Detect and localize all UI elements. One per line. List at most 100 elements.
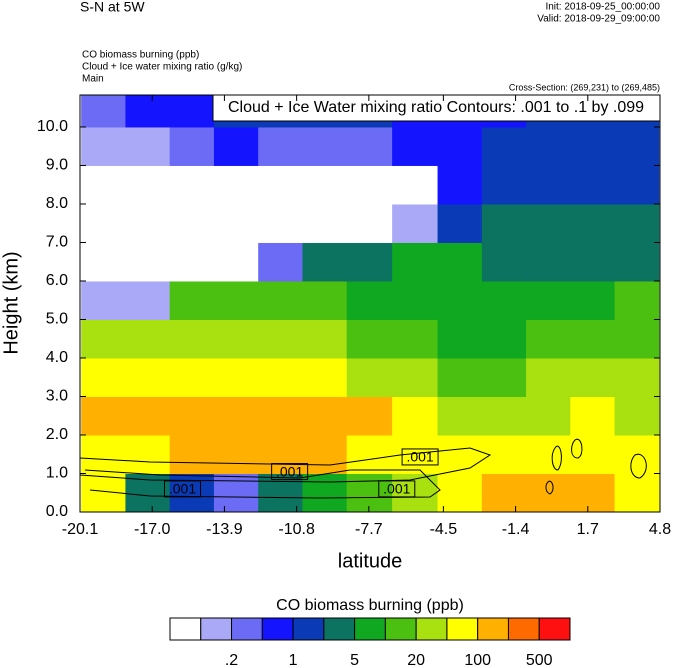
field-cell <box>81 242 126 282</box>
field-cell <box>169 242 215 282</box>
field-cell <box>392 396 439 436</box>
plot-frame <box>79 94 661 513</box>
field-cell <box>258 319 303 359</box>
colorbar-tick-label: 100 <box>464 652 491 668</box>
field-cell <box>125 357 171 397</box>
field-cell <box>169 280 215 320</box>
field-cell <box>346 280 393 320</box>
field-cell <box>213 319 259 359</box>
y-axis-label: Height (km) <box>0 251 22 354</box>
field-cell <box>169 396 215 436</box>
field-cell <box>392 242 439 282</box>
y-tick-label: 10.0 <box>37 118 68 135</box>
field-cell <box>437 357 483 397</box>
field-cell <box>346 319 393 359</box>
field-cell <box>346 242 393 282</box>
field-cell <box>392 126 439 166</box>
field-cell <box>346 357 393 397</box>
field-cell <box>125 396 171 436</box>
field-cell <box>169 319 215 359</box>
contour-lines <box>80 438 647 499</box>
x-tick-label: -7.7 <box>355 521 383 538</box>
field-cell <box>570 319 616 359</box>
field-cell <box>481 319 527 359</box>
field-cell <box>81 165 126 205</box>
y-tick-label: 3.0 <box>46 388 68 405</box>
field-cell <box>614 357 660 397</box>
field-cell <box>213 357 259 397</box>
field-cell <box>125 165 171 205</box>
field-cell <box>614 203 660 243</box>
colorbar-box <box>169 617 202 641</box>
field-cell <box>81 396 126 436</box>
contour-label-box <box>378 480 416 498</box>
colorbar-tick-label: .2 <box>225 652 238 668</box>
field-cell <box>125 203 171 243</box>
y-tick-label: 7.0 <box>46 234 68 251</box>
x-tick-label: -1.4 <box>502 521 530 538</box>
field-cell <box>346 126 393 166</box>
domain-name: Main <box>82 74 104 85</box>
field-cell <box>570 203 616 243</box>
field-cell <box>614 126 660 166</box>
field-cell <box>437 280 483 320</box>
y-tick-label: 8.0 <box>46 195 68 212</box>
field-cell <box>302 203 348 243</box>
field-cell <box>570 165 616 205</box>
cross-section: Cross-Section: (269,231) to (269,485) <box>509 82 660 92</box>
field-cell <box>258 434 303 474</box>
y-tick-label: 4.0 <box>46 349 68 366</box>
field-cell <box>570 126 616 166</box>
field-cell <box>481 280 527 320</box>
field-cell <box>570 242 616 282</box>
y-tick-label: 9.0 <box>46 157 68 174</box>
field-cell <box>526 357 571 397</box>
field-cell <box>81 319 126 359</box>
field-cell <box>346 434 393 474</box>
x-tick-label: 1.7 <box>577 521 599 538</box>
field-cell <box>614 473 660 512</box>
field-cell <box>526 434 571 474</box>
field-cell <box>258 165 303 205</box>
field-cell <box>526 280 571 320</box>
field-cell <box>81 434 126 474</box>
colorbar-box <box>354 617 386 641</box>
colorbar-box <box>446 617 479 641</box>
field-cell <box>570 280 616 320</box>
field-cell <box>526 319 571 359</box>
field-cell <box>213 473 259 512</box>
colorbar-box <box>415 617 448 641</box>
field-cell <box>570 434 616 474</box>
x-tick-label: -17.0 <box>134 521 171 538</box>
field-cell <box>169 95 215 128</box>
chart-title: S-N at 5W <box>80 0 145 15</box>
contour-line <box>571 438 583 459</box>
x-tick-label: -4.5 <box>430 521 458 538</box>
contour-line <box>84 469 441 499</box>
field-cell <box>125 280 171 320</box>
init-time: Init: 2018-09-25_00:00:00 <box>545 2 660 13</box>
contour-label: .001 <box>169 481 196 497</box>
colorbar-tick-label: 20 <box>407 652 425 668</box>
colorbar-box <box>384 617 417 641</box>
field-cell <box>437 126 483 166</box>
field-cell <box>125 95 171 128</box>
field-cell <box>125 319 171 359</box>
field-cell <box>392 434 439 474</box>
contour-label-box <box>271 463 309 481</box>
field-cell <box>346 473 393 512</box>
field-cell <box>125 242 171 282</box>
field-cell <box>258 242 303 282</box>
field-cell <box>392 319 439 359</box>
contour-label-box <box>401 448 439 466</box>
field-cell <box>526 242 571 282</box>
field-cell <box>437 203 483 243</box>
colorbar-tick-label: 5 <box>350 652 359 668</box>
field-cell <box>302 473 348 512</box>
field-cell <box>258 203 303 243</box>
contour-label-box <box>163 480 201 498</box>
field-cell <box>302 319 348 359</box>
contour-label: .001 <box>406 449 433 465</box>
field-title: CO biomass burning (ppb) <box>82 50 199 61</box>
field-cell <box>213 280 259 320</box>
